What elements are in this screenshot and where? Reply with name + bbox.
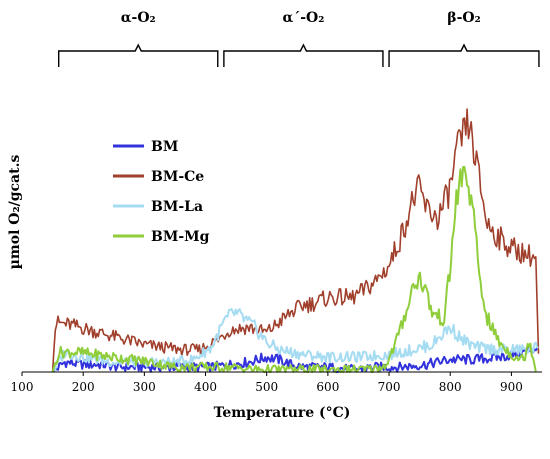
x-axis-label: Temperature (°C) <box>214 405 351 421</box>
legend-label-bm: BM <box>151 139 178 155</box>
legend: BM BM-Ce BM-La BM-Mg <box>113 139 210 245</box>
x-tick-label: 100 <box>11 380 34 394</box>
region-bracket-2 <box>223 43 384 67</box>
region-bracket-1 <box>58 43 219 67</box>
x-tick-label: 600 <box>316 380 339 394</box>
region-label-3: β-O₂ <box>447 10 480 26</box>
region-bracket-3 <box>388 43 540 67</box>
x-tick-label: 500 <box>255 380 278 394</box>
series-line-bm-la <box>51 308 539 373</box>
legend-label-bm-la: BM-La <box>151 199 203 215</box>
legend-label-bm-mg: BM-Mg <box>151 229 210 245</box>
x-tick-label: 800 <box>439 380 462 394</box>
y-axis-label: µmol O₂/gcat.s <box>7 155 23 270</box>
region-brackets: α-O₂ α´-O₂ β-O₂ <box>58 10 540 67</box>
series-line-bm-mg <box>51 165 537 373</box>
series-line-bm-ce <box>51 108 540 373</box>
x-tick-label: 300 <box>133 380 156 394</box>
x-tick-label: 400 <box>194 380 217 394</box>
series-layer <box>51 108 540 373</box>
x-tick-labels: 100 200 300 400 500 600 700 800 900 <box>11 372 523 394</box>
x-tick-label: 200 <box>72 380 95 394</box>
x-tick-label: 900 <box>500 380 523 394</box>
region-label-1: α-O₂ <box>121 10 156 26</box>
x-tick-label: 700 <box>378 380 401 394</box>
legend-label-bm-ce: BM-Ce <box>151 169 204 185</box>
region-label-2: α´-O₂ <box>282 10 324 26</box>
